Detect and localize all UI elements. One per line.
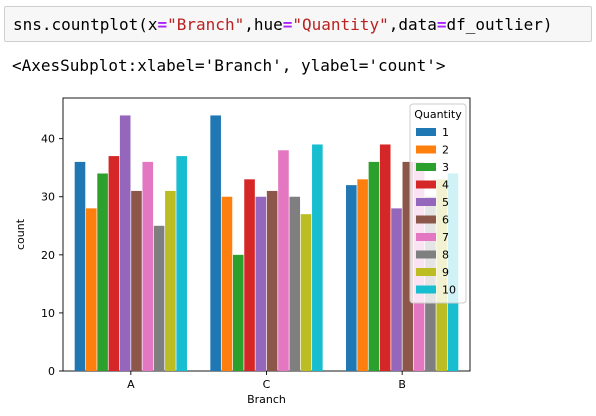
code-op: = — [436, 15, 447, 34]
bar-C-q2 — [221, 196, 233, 371]
y-tick-label: 30 — [41, 191, 55, 204]
bar-B-q5 — [391, 208, 402, 371]
code-op: = — [282, 15, 293, 34]
code-cell[interactable]: sns.countplot(x="Branch",hue="Quantity",… — [4, 6, 592, 42]
legend-label-q4: 4 — [442, 179, 449, 192]
bar-A-q8 — [153, 225, 165, 371]
bar-A-q2 — [85, 208, 97, 371]
y-tick-label: 20 — [41, 249, 55, 262]
bar-B-q4 — [379, 144, 391, 371]
bar-B-q6 — [402, 161, 414, 371]
bar-C-q3 — [232, 254, 244, 371]
legend-swatch-q3 — [416, 163, 436, 171]
cell-output-text: <AxesSubplot:xlabel='Branch', ylabel='co… — [12, 56, 446, 75]
legend-label-q3: 3 — [442, 161, 449, 174]
legend-swatch-q7 — [416, 233, 436, 241]
bar-A-q6 — [131, 190, 142, 371]
x-axis-label: Branch — [247, 393, 286, 406]
legend-label-q7: 7 — [442, 231, 449, 244]
countplot-chart: A C B 0 10 20 30 40 Branch count Quantity 1 2 3 4 5 6 7 8 9… — [14, 97, 471, 406]
bar-A-q3 — [97, 173, 108, 371]
bar-A-q5 — [119, 115, 131, 371]
code-text: df_outlier) — [446, 15, 553, 34]
bar-A-q10 — [176, 156, 187, 371]
legend-swatch-q5 — [416, 198, 436, 206]
legend-swatch-q4 — [416, 180, 436, 189]
code-text: ,data — [388, 15, 437, 34]
code-string: "Branch" — [167, 15, 245, 34]
legend-swatch-q8 — [416, 250, 436, 259]
code-string: "Quantity" — [292, 15, 389, 34]
x-tick-label: A — [127, 378, 135, 391]
code-op: = — [157, 15, 168, 34]
bar-A-q4 — [108, 156, 120, 371]
bar-C-q7 — [278, 150, 289, 371]
legend-title: Quantity — [414, 108, 462, 121]
bar-A-q9 — [165, 190, 176, 371]
bar-B-q3 — [368, 161, 380, 371]
bar-C-q5 — [255, 196, 267, 371]
legend-label-q10: 10 — [442, 284, 456, 297]
legend-label-q8: 8 — [442, 249, 449, 262]
y-tick-label: 0 — [48, 365, 55, 378]
x-tick-label: C — [263, 378, 271, 391]
bar-C-q8 — [289, 196, 301, 371]
legend-label-q5: 5 — [442, 196, 449, 209]
bar-A-q1 — [74, 161, 86, 371]
bar-C-q1 — [210, 115, 221, 371]
code-line[interactable]: sns.countplot(x="Branch",hue="Quantity",… — [13, 15, 552, 35]
code-text: ,hue — [244, 15, 283, 34]
bar-B-q2 — [357, 179, 368, 371]
legend-label-q2: 2 — [442, 144, 449, 157]
bar-C-q4 — [244, 179, 255, 371]
y-tick-label: 40 — [41, 133, 55, 146]
y-tick-label: 10 — [41, 307, 55, 320]
bar-C-q9 — [300, 214, 312, 371]
legend-swatch-q1 — [416, 128, 436, 136]
legend-swatch-q6 — [416, 215, 436, 224]
legend-swatch-q9 — [416, 268, 436, 276]
bar-A-q7 — [142, 161, 154, 371]
code-fn: sns.countplot(x — [13, 15, 158, 34]
bar-C-q10 — [312, 144, 323, 371]
legend-label-q6: 6 — [442, 214, 449, 227]
legend-swatch-q10 — [416, 285, 436, 294]
legend-swatch-q2 — [416, 145, 436, 154]
plot-frame — [62, 97, 471, 372]
legend-label-q1: 1 — [442, 126, 449, 139]
y-axis-label: count — [14, 218, 27, 250]
legend-label-q9: 9 — [442, 266, 449, 279]
bar-B-q1 — [346, 185, 357, 371]
x-tick-label: B — [398, 378, 406, 391]
bar-C-q6 — [266, 190, 278, 371]
